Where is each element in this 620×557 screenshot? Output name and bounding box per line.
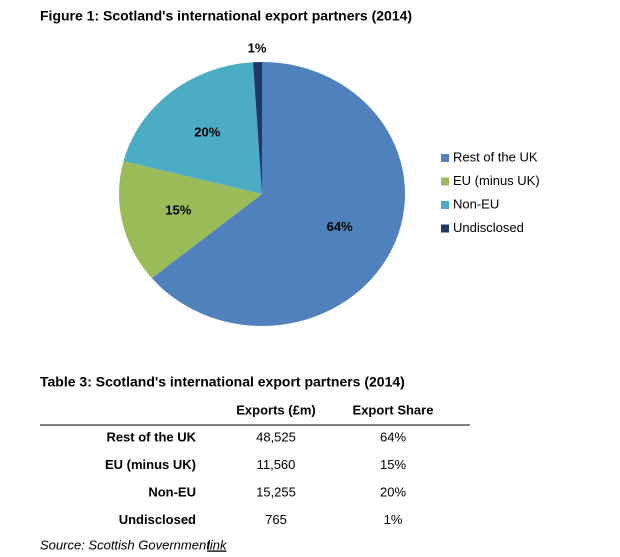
slice-label: 1%	[248, 40, 267, 55]
slice-label: 15%	[165, 203, 191, 218]
cell: 64%	[380, 429, 406, 444]
table-title: Table 3: Scotland's international export…	[40, 374, 405, 390]
legend-label: Rest of the UK	[453, 149, 538, 164]
cell: 48,525	[256, 429, 296, 444]
legend-swatch	[441, 177, 449, 186]
pie-slice	[123, 62, 262, 195]
row-label: EU (minus UK)	[105, 457, 196, 472]
column-header: Export Share	[353, 402, 434, 417]
legend-swatch	[441, 154, 449, 162]
cell: 11,560	[257, 457, 296, 472]
cell: 15%	[380, 457, 406, 472]
legend-swatch	[441, 224, 449, 233]
legend-label: Non-EU	[453, 196, 499, 211]
row-label: Non-EU	[148, 484, 196, 499]
source-link[interactable]: link	[207, 537, 228, 552]
cell: 765	[265, 512, 287, 527]
pie-slice	[119, 161, 263, 279]
row-label: Rest of the UK	[106, 429, 196, 444]
row-label: Undisclosed	[119, 512, 196, 527]
legend-swatch	[441, 201, 449, 209]
column-header: Exports (£m)	[236, 402, 315, 417]
chart-title: Figure 1: Scotland's international expor…	[40, 8, 412, 24]
slice-label: 20%	[194, 124, 220, 139]
legend-label: EU (minus UK)	[453, 173, 540, 188]
source: Source: Scottish Government	[40, 537, 211, 552]
cell: 15,255	[256, 484, 296, 499]
cell: 1%	[384, 512, 403, 527]
cell: 20%	[380, 484, 406, 499]
slice-label: 64%	[327, 219, 353, 234]
pie-slice	[151, 62, 405, 327]
pie-slice	[253, 62, 262, 194]
legend-label: Undisclosed	[453, 220, 524, 235]
